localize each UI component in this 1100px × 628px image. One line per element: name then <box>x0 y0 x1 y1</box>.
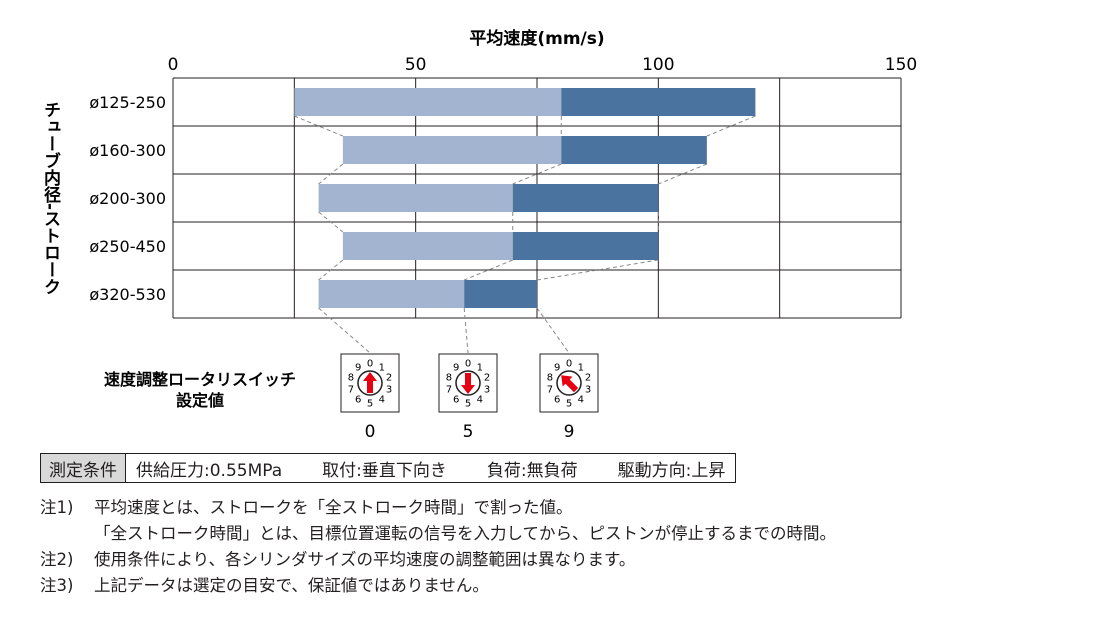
switch-label-line1: 速度調整ロータリスイッチ <box>104 370 296 389</box>
connector-line <box>464 259 513 281</box>
dial-number: 7 <box>547 385 553 396</box>
dial-setting-value: 0 <box>365 422 376 442</box>
note-1: 注1) 平均速度とは、ストロークを「全ストローク時間」で割った値。 <box>40 495 836 521</box>
x-tick-label: 50 <box>405 55 427 75</box>
bar-light-segment <box>342 232 513 260</box>
y-axis-label: チューブ内径-ストローク <box>40 101 61 295</box>
category-label: ø160-300 <box>89 141 166 160</box>
note-text: 平均速度とは、ストロークを「全ストローク時間」で割った値。 <box>94 498 573 517</box>
dial-number: 3 <box>585 385 591 396</box>
condition-load: 負荷:無負荷 <box>486 460 578 481</box>
bar-light-segment <box>294 88 562 116</box>
dial-number: 6 <box>554 395 560 406</box>
notes: 注1) 平均速度とは、ストロークを「全ストローク時間」で割った値。 「全ストローク… <box>40 495 836 599</box>
connector-line <box>318 259 344 281</box>
arrow-icon <box>461 373 475 394</box>
x-tick-label: 0 <box>168 55 179 75</box>
bar-dark-segment <box>512 184 659 212</box>
category-label: ø200-300 <box>89 189 166 208</box>
dial-number: 4 <box>578 395 584 406</box>
x-tick-label: 100 <box>642 55 674 75</box>
condition-direction: 駆動方向:上昇 <box>617 460 726 481</box>
measurement-conditions: 測定条件 供給圧力:0.55MPa 取付:垂直下向き 負荷:無負荷 駆動方向:上… <box>40 453 737 483</box>
dial-number: 5 <box>367 399 373 410</box>
chart-title: 平均速度(mm/s) <box>469 28 604 49</box>
dial-number: 8 <box>446 372 452 383</box>
x-tick-label: 150 <box>885 55 917 75</box>
connector-line <box>318 211 344 233</box>
bar-dark-segment <box>561 88 756 116</box>
dial-number: 7 <box>348 385 354 396</box>
dial-number: 9 <box>554 362 560 373</box>
connector-line <box>706 115 756 137</box>
dial-guide-line <box>463 307 469 354</box>
switch-label-line2: 設定値 <box>176 391 224 410</box>
note-text: 使用条件により、各シリンダサイズの平均速度の調整範囲は異なります。 <box>94 550 636 569</box>
category-label: ø320-530 <box>89 285 166 304</box>
dial-number: 8 <box>547 372 553 383</box>
bar-light-segment <box>318 184 513 212</box>
note-2: 注2) 使用条件により、各シリンダサイズの平均速度の調整範囲は異なります。 <box>40 547 836 573</box>
category-label: ø250-450 <box>89 237 166 256</box>
dial-number: 3 <box>484 385 490 396</box>
dial-number: 1 <box>578 362 584 373</box>
note-number: 注3) <box>40 576 74 595</box>
dial-number: 4 <box>379 395 385 406</box>
dial-guide-line <box>318 307 371 354</box>
note-text: 上記データは選定の目安で、保証値ではありません。 <box>94 576 489 595</box>
dial-number: 9 <box>355 362 361 373</box>
bar-light-segment <box>342 136 562 164</box>
dial-number: 1 <box>477 362 483 373</box>
dial-number: 5 <box>566 399 572 410</box>
dial-number: 6 <box>355 395 361 406</box>
conditions-title: 測定条件 <box>41 454 126 482</box>
dial-number: 2 <box>585 372 591 383</box>
category-label: ø125-250 <box>89 93 166 112</box>
connector-line <box>658 163 708 185</box>
bar-dark-segment <box>561 136 707 164</box>
dial-number: 2 <box>386 372 392 383</box>
conditions-items: 供給圧力:0.55MPa 取付:垂直下向き 負荷:無負荷 駆動方向:上昇 <box>126 454 735 482</box>
dial-number: 0 <box>367 359 373 370</box>
note-3: 注3) 上記データは選定の目安で、保証値ではありません。 <box>40 573 836 599</box>
note-number: 注2) <box>40 550 74 569</box>
condition-pressure: 供給圧力:0.55MPa <box>136 460 283 481</box>
condition-mounting: 取付:垂直下向き <box>322 460 447 481</box>
dial-number: 1 <box>379 362 385 373</box>
dial-setting-value: 9 <box>564 422 575 442</box>
dial-number: 5 <box>465 399 471 410</box>
note-number: 注1) <box>40 498 74 517</box>
dial-number: 6 <box>453 395 459 406</box>
arrow-icon <box>363 372 377 393</box>
bar-dark-segment <box>512 232 659 260</box>
rotary-switch-icon <box>539 353 599 413</box>
note-1-continued: 「全ストローク時間」とは、目標位置運転の信号を入力してから、ピストンが停止するま… <box>40 521 836 547</box>
arrow-icon <box>561 375 579 393</box>
dial-number: 9 <box>453 362 459 373</box>
note-text: 「全ストローク時間」とは、目標位置運転の信号を入力してから、ピストンが停止するま… <box>94 524 837 543</box>
dial-number: 7 <box>446 385 452 396</box>
dial-number: 2 <box>484 372 490 383</box>
dial-number: 3 <box>386 385 392 396</box>
note-number <box>40 521 94 547</box>
connector-line <box>512 163 562 185</box>
dial-number: 8 <box>348 372 354 383</box>
dial-setting-value: 5 <box>463 422 474 442</box>
bar-light-segment <box>318 280 465 308</box>
dial-guide-line <box>536 307 570 354</box>
dial-number: 0 <box>566 359 572 370</box>
connector-line <box>294 115 344 137</box>
bar-dark-segment <box>464 280 537 308</box>
dial-number: 4 <box>477 395 483 406</box>
connector-line <box>318 163 344 185</box>
dial-number: 0 <box>465 359 471 370</box>
